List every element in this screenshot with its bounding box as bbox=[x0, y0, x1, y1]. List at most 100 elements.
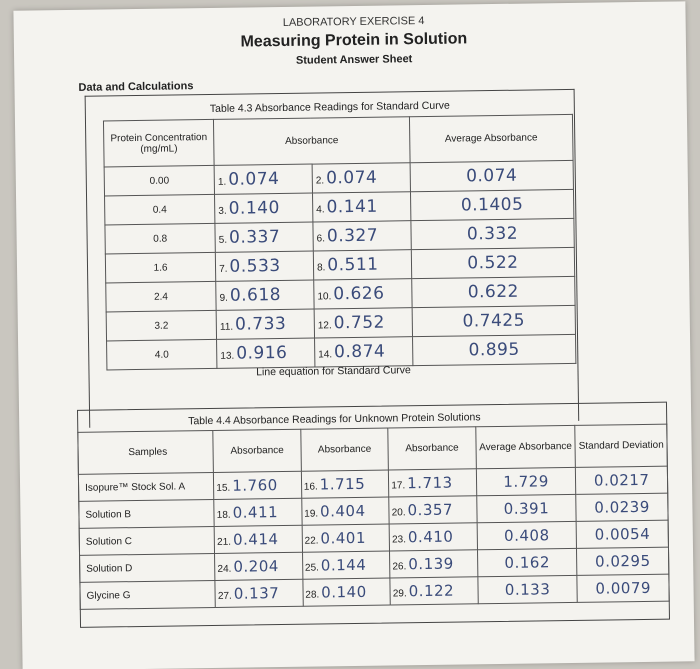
reading-number: 21. bbox=[217, 536, 232, 548]
std-dev-cell: 0.0239 bbox=[576, 493, 669, 522]
absorbance-cell: 4. 0.141 bbox=[312, 191, 411, 223]
handwritten-value: 0.133 bbox=[504, 580, 551, 599]
average-cell: 0.408 bbox=[476, 521, 577, 550]
concentration-cell: 0.8 bbox=[104, 223, 216, 254]
reading-number: 19. bbox=[304, 508, 319, 520]
handwritten-value: 0.139 bbox=[408, 554, 454, 574]
reading-number: 17. bbox=[391, 480, 406, 492]
handwritten-value: 0.874 bbox=[333, 341, 386, 363]
table-header-row: Protein Concentration (mg/mL) Absorbance… bbox=[103, 114, 574, 167]
absorbance-cell: 14. 0.874 bbox=[314, 336, 413, 368]
reading-number: 3. bbox=[218, 205, 227, 217]
reading-number: 25. bbox=[304, 562, 319, 574]
reading-number: 9. bbox=[219, 292, 228, 304]
absorbance-cell: 25. 0.144 bbox=[302, 551, 391, 580]
handwritten-value: 0.074 bbox=[465, 165, 518, 187]
handwritten-value: 1.760 bbox=[232, 476, 278, 495]
sample-name-cell: Isopure™ Stock Sol. A bbox=[78, 472, 215, 502]
column-header-absorbance-3: Absorbance bbox=[388, 426, 477, 471]
absorbance-cell: 17. 1.713 bbox=[388, 468, 477, 498]
reading-number: 7. bbox=[219, 263, 228, 275]
sample-name-cell: Solution B bbox=[78, 499, 215, 529]
standard-curve-table: Protein Concentration (mg/mL) Absorbance… bbox=[103, 114, 576, 371]
handwritten-value: 0.733 bbox=[234, 313, 287, 335]
absorbance-cell: 12. 0.752 bbox=[314, 307, 413, 339]
absorbance-cell: 22. 0.401 bbox=[301, 524, 390, 553]
concentration-cell: 0.4 bbox=[104, 194, 216, 225]
average-cell: 0.074 bbox=[409, 160, 574, 192]
absorbance-cell: 13. 0.916 bbox=[216, 338, 315, 369]
average-cell: 0.7425 bbox=[411, 305, 576, 337]
reading-number: 22. bbox=[304, 535, 319, 547]
handwritten-value: 0.0239 bbox=[594, 497, 650, 517]
average-cell: 0.622 bbox=[411, 276, 576, 308]
standard-curve-table-box: Table 4.3 Absorbance Readings for Standa… bbox=[84, 88, 580, 428]
absorbance-cell: 7. 0.533 bbox=[215, 251, 314, 282]
reading-number: 1. bbox=[217, 176, 227, 188]
absorbance-cell: 8. 0.511 bbox=[313, 249, 412, 281]
handwritten-value: 0.140 bbox=[321, 582, 367, 602]
reading-number: 14. bbox=[318, 349, 333, 361]
absorbance-cell: 26. 0.139 bbox=[389, 549, 478, 579]
handwritten-value: 1.729 bbox=[503, 472, 549, 491]
absorbance-cell: 29. 0.122 bbox=[390, 576, 478, 606]
handwritten-value: 0.533 bbox=[229, 256, 281, 277]
absorbance-cell: 10. 0.626 bbox=[313, 278, 412, 310]
handwritten-value: 0.401 bbox=[320, 528, 367, 548]
handwritten-value: 0.0079 bbox=[595, 578, 652, 598]
sample-name-cell: Glycine G bbox=[79, 580, 216, 610]
handwritten-value: 0.618 bbox=[229, 285, 282, 306]
column-header-concentration: Protein Concentration (mg/mL) bbox=[103, 119, 215, 167]
handwritten-value: 0.327 bbox=[326, 225, 379, 247]
column-header-average: Average Absorbance bbox=[475, 425, 576, 469]
average-cell: 0.133 bbox=[477, 575, 578, 604]
absorbance-cell: 5. 0.337 bbox=[215, 222, 314, 253]
reading-number: 26. bbox=[392, 561, 407, 573]
concentration-cell: 0.00 bbox=[104, 165, 215, 196]
handwritten-value: 0.074 bbox=[228, 169, 280, 190]
absorbance-cell: 11. 0.733 bbox=[216, 309, 315, 340]
absorbance-cell: 18. 0.411 bbox=[214, 498, 302, 527]
reading-number: 24. bbox=[217, 563, 232, 575]
absorbance-cell: 15. 1.760 bbox=[213, 471, 302, 500]
reading-number: 4. bbox=[316, 204, 325, 216]
handwritten-value: 0.357 bbox=[407, 500, 454, 520]
handwritten-value: 0.1405 bbox=[460, 194, 524, 216]
absorbance-cell: 27. 0.137 bbox=[215, 579, 304, 608]
std-dev-cell: 0.0295 bbox=[576, 547, 669, 576]
reading-number: 2. bbox=[315, 175, 325, 187]
reading-number: 8. bbox=[316, 262, 326, 274]
average-cell: 0.332 bbox=[410, 218, 575, 250]
handwritten-value: 0.0295 bbox=[594, 551, 651, 571]
concentration-cell: 4.0 bbox=[106, 339, 218, 370]
reading-number: 11. bbox=[219, 321, 234, 333]
absorbance-cell: 21. 0.414 bbox=[214, 525, 303, 554]
handwritten-value: 0.410 bbox=[407, 527, 454, 547]
handwritten-value: 0.7425 bbox=[462, 310, 526, 332]
sample-name-cell: Solution C bbox=[79, 526, 215, 556]
reading-number: 23. bbox=[391, 534, 407, 546]
handwritten-value: 0.204 bbox=[233, 557, 279, 576]
absorbance-cell: 28. 0.140 bbox=[302, 578, 391, 607]
section-heading: Data and Calculations bbox=[78, 80, 194, 94]
handwritten-value: 0.337 bbox=[228, 227, 281, 248]
handwritten-value: 0.0217 bbox=[593, 470, 650, 490]
handwritten-value: 0.141 bbox=[326, 196, 378, 218]
absorbance-cell: 16. 1.715 bbox=[301, 470, 389, 499]
average-cell: 0.162 bbox=[477, 548, 578, 577]
handwritten-value: 0.391 bbox=[503, 499, 550, 518]
average-cell: 1.729 bbox=[476, 467, 577, 496]
handwritten-value: 0.408 bbox=[503, 526, 550, 545]
handwritten-value: 0.411 bbox=[232, 503, 279, 522]
column-header-samples: Samples bbox=[77, 430, 214, 475]
reading-number: 18. bbox=[216, 509, 231, 521]
handwritten-value: 0.137 bbox=[233, 584, 280, 603]
absorbance-cell: 3. 0.140 bbox=[214, 193, 313, 224]
std-dev-cell: 0.0054 bbox=[576, 520, 669, 549]
unknown-table-box: Table 4.4 Absorbance Readings for Unknow… bbox=[77, 401, 670, 628]
handwritten-value: 0.074 bbox=[325, 167, 378, 189]
reading-number: 12. bbox=[317, 320, 332, 332]
average-cell: 0.895 bbox=[412, 334, 576, 366]
reading-number: 5. bbox=[218, 234, 228, 246]
concentration-cell: 3.2 bbox=[106, 310, 217, 341]
